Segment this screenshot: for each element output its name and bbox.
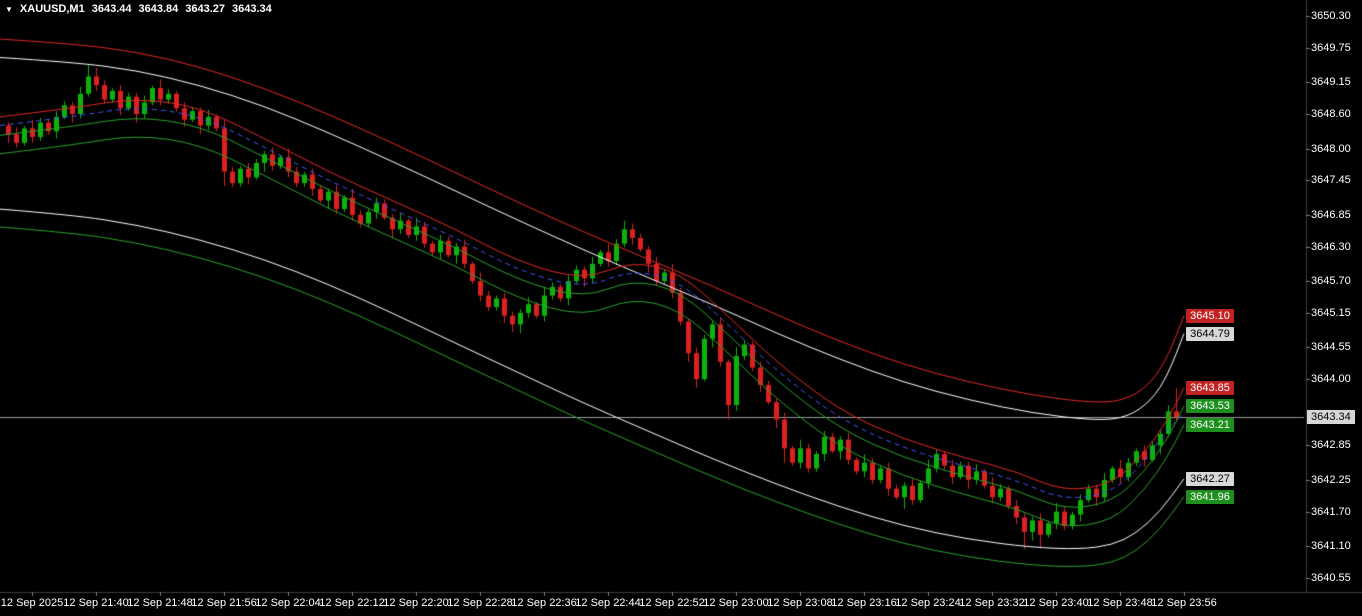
- time-tick-label: 12 Sep 23:48: [1087, 597, 1153, 609]
- time-tick-label: 12 Sep 23:40: [1023, 597, 1089, 609]
- time-tick-label: 12 Sep 22:20: [383, 597, 449, 609]
- band-price-label-upper-band-outer-red: 3645.10: [1186, 308, 1234, 323]
- band-price-label-upper-band-white: 3644.79: [1186, 326, 1234, 341]
- current-price-label: 3643.34: [1307, 410, 1355, 425]
- price-tick-label: 3641.70: [1311, 505, 1351, 518]
- time-tick-label: 12 Sep 23:56: [1151, 597, 1217, 609]
- band-price-label-mid-band-red: 3643.85: [1186, 380, 1234, 395]
- ohlc-open: 3643.44: [91, 3, 132, 15]
- time-tick-label: 12 Sep 22:52: [639, 597, 705, 609]
- time-tick-label: 12 Sep 22:36: [511, 597, 577, 609]
- ohlc-low: 3643.27: [185, 3, 226, 15]
- price-tick-label: 3641.10: [1311, 540, 1351, 553]
- price-axis[interactable]: 3650.30 3649.75 3649.15 3648.60 3648.00 3647.…: [0, 0, 1362, 592]
- price-tick-label: 3644.55: [1311, 341, 1351, 354]
- price-tick-label: 3648.60: [1311, 107, 1351, 120]
- price-tick-label: 3645.15: [1311, 306, 1351, 319]
- band-price-label-lower-band-outer-green: 3641.96: [1186, 489, 1234, 504]
- time-tick-label: 12 Sep 23:00: [703, 597, 769, 609]
- price-tick-label: 3649.15: [1311, 76, 1351, 89]
- price-tick-label: 3650.30: [1311, 10, 1351, 22]
- band-price-label-mid-band-green-lower: 3643.21: [1186, 417, 1234, 432]
- symbol-dropdown-icon[interactable]: ▼: [5, 4, 13, 14]
- price-tick-label: 3648.00: [1311, 142, 1351, 155]
- band-price-label-lower-band-white: 3642.27: [1186, 471, 1234, 486]
- price-tick-label: 3649.75: [1311, 41, 1351, 54]
- ohlc-close: 3643.34: [232, 3, 272, 15]
- price-tick-label: 3642.25: [1311, 474, 1351, 486]
- time-tick-label: 12 Sep 21:48: [127, 597, 193, 609]
- price-tick-label: 3644.00: [1311, 373, 1351, 386]
- time-axis[interactable]: 12 Sep 2025 12 Sep 21:40 12 Sep 21:48 12 Se…: [0, 597, 1362, 613]
- band-price-label-mid-band-green-upper: 3643.53: [1186, 399, 1234, 414]
- time-tick-label: 12 Sep 2025: [0, 597, 64, 609]
- chart-ohlc-header: ▼ XAUUSD,M1 3643.44 3643.84 3643.27 3643…: [5, 3, 272, 15]
- price-tick-label: 3642.85: [1311, 439, 1351, 452]
- time-tick-label: 12 Sep 23:32: [959, 597, 1025, 609]
- time-tick-label: 12 Sep 21:56: [191, 597, 257, 609]
- time-tick-label: 12 Sep 22:44: [575, 597, 641, 609]
- price-tick-label: 3646.30: [1311, 240, 1351, 253]
- price-tick-label: 3646.85: [1311, 208, 1351, 221]
- price-tick-label: 3640.55: [1311, 572, 1351, 584]
- price-tick-label: 3647.45: [1311, 174, 1351, 187]
- time-tick-label: 12 Sep 22:04: [255, 597, 321, 609]
- time-tick-label: 12 Sep 23:16: [831, 597, 897, 609]
- time-tick-label: 12 Sep 23:08: [767, 597, 833, 609]
- time-tick-label: 12 Sep 21:40: [63, 597, 129, 609]
- symbol-label: XAUUSD,M1: [19, 3, 85, 15]
- time-tick-label: 12 Sep 22:28: [447, 597, 513, 609]
- time-tick-label: 12 Sep 22:12: [319, 597, 385, 609]
- time-tick-label: 12 Sep 23:24: [895, 597, 961, 609]
- ohlc-high: 3643.84: [138, 3, 179, 15]
- price-tick-label: 3645.70: [1311, 275, 1351, 288]
